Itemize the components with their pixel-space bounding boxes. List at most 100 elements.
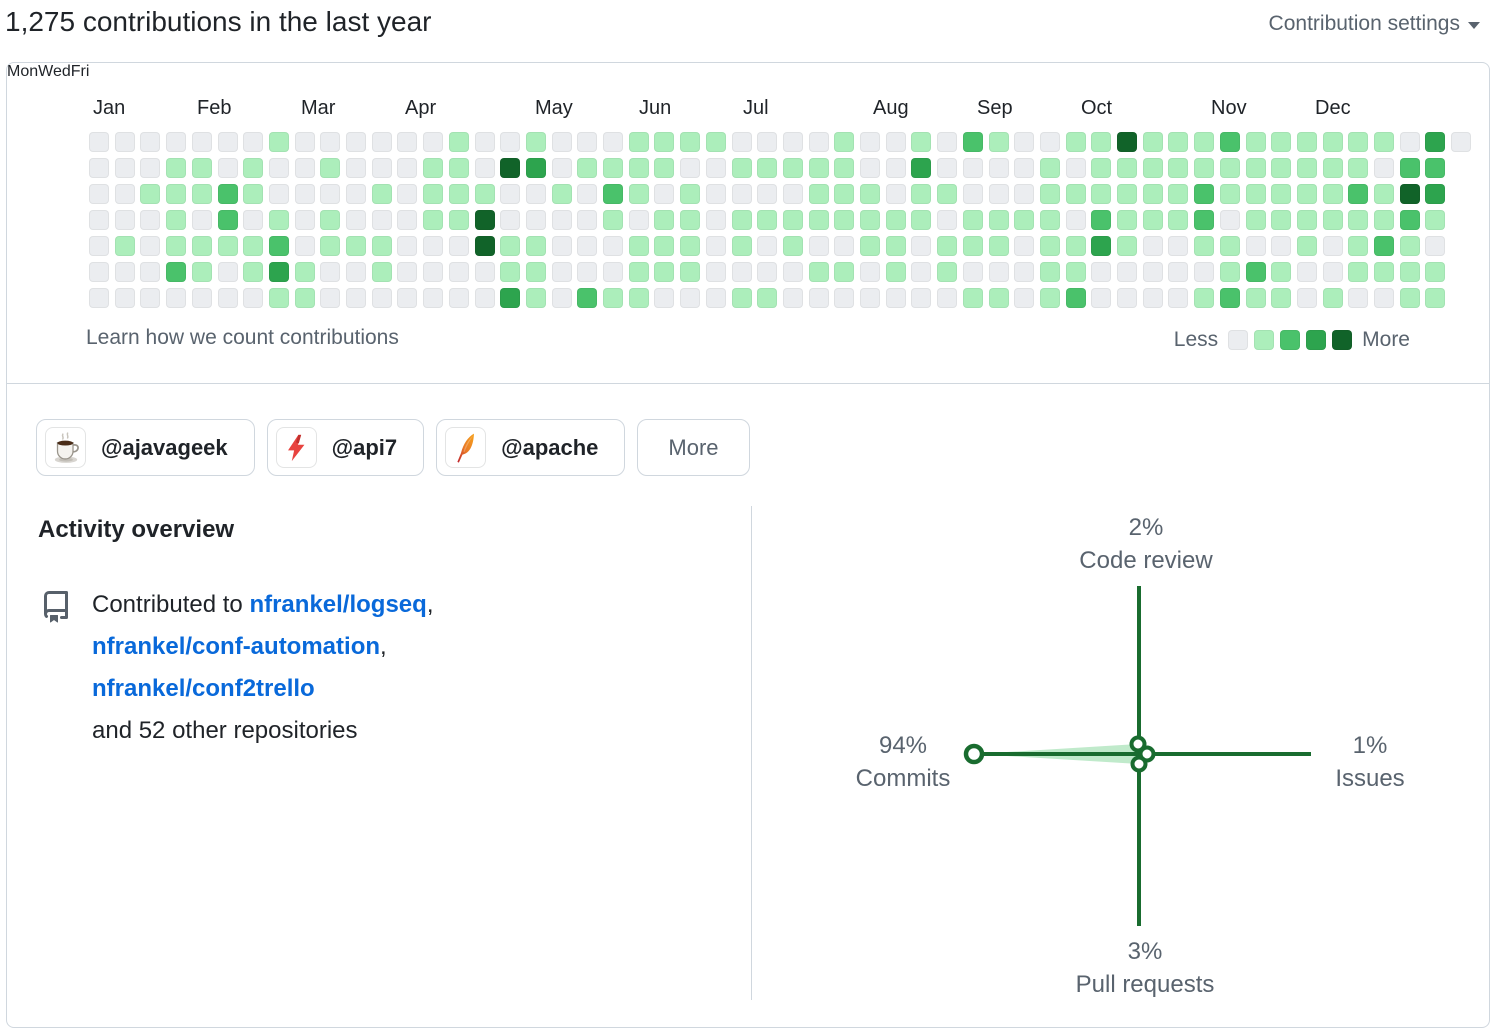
contribution-cell[interactable]	[191, 262, 212, 282]
contribution-cell[interactable]	[1065, 158, 1086, 178]
contribution-cell[interactable]	[577, 210, 598, 230]
contribution-cell[interactable]	[782, 262, 803, 282]
contribution-cell[interactable]	[371, 210, 392, 230]
contribution-cell[interactable]	[705, 132, 726, 152]
contribution-cell[interactable]	[1065, 132, 1086, 152]
contribution-cell[interactable]	[397, 132, 418, 152]
contribution-cell[interactable]	[988, 210, 1009, 230]
contribution-cell[interactable]	[191, 288, 212, 308]
contribution-cell[interactable]	[1194, 288, 1215, 308]
contribution-cell[interactable]	[114, 262, 135, 282]
contribution-cell[interactable]	[551, 158, 572, 178]
contribution-cell[interactable]	[988, 158, 1009, 178]
contribution-cell[interactable]	[757, 236, 778, 256]
contribution-cell[interactable]	[89, 158, 109, 178]
contribution-cell[interactable]	[885, 132, 906, 152]
contribution-cell[interactable]	[500, 288, 521, 308]
contribution-cell[interactable]	[1014, 288, 1035, 308]
contribution-cell[interactable]	[1374, 288, 1394, 308]
contribution-cell[interactable]	[988, 132, 1009, 152]
contribution-cell[interactable]	[1168, 184, 1189, 204]
learn-contributions-link[interactable]: Learn how we count contributions	[86, 326, 399, 349]
contribution-cell[interactable]	[1425, 262, 1446, 282]
contribution-cell[interactable]	[114, 184, 135, 204]
contribution-cell[interactable]	[551, 210, 572, 230]
contribution-cell[interactable]	[988, 262, 1009, 282]
contribution-cell[interactable]	[346, 210, 366, 230]
contribution-cell[interactable]	[1065, 184, 1086, 204]
contribution-cell[interactable]	[294, 184, 315, 204]
contribution-cell[interactable]	[757, 158, 778, 178]
contribution-cell[interactable]	[937, 262, 958, 282]
contribution-cell[interactable]	[577, 288, 598, 308]
contribution-cell[interactable]	[448, 132, 469, 152]
contribution-cell[interactable]	[1322, 210, 1343, 230]
contribution-cell[interactable]	[628, 184, 649, 204]
contribution-cell[interactable]	[1194, 132, 1215, 152]
contribution-cell[interactable]	[782, 132, 803, 152]
contribution-cell[interactable]	[551, 288, 572, 308]
contribution-cell[interactable]	[654, 132, 675, 152]
contribution-cell[interactable]	[628, 236, 649, 256]
contribution-cell[interactable]	[1271, 132, 1292, 152]
contribution-cell[interactable]	[320, 184, 341, 204]
contribution-cell[interactable]	[577, 132, 598, 152]
contribution-cell[interactable]	[140, 132, 161, 152]
contribution-cell[interactable]	[140, 184, 161, 204]
contribution-cell[interactable]	[89, 236, 109, 256]
contribution-cell[interactable]	[89, 132, 109, 152]
repo-link-logseq[interactable]: nfrankel/logseq	[249, 591, 427, 618]
contribution-cell[interactable]	[423, 210, 444, 230]
contribution-cell[interactable]	[654, 210, 675, 230]
contribution-cell[interactable]	[1425, 288, 1446, 308]
contribution-cell[interactable]	[1245, 236, 1266, 256]
contribution-cell[interactable]	[731, 288, 752, 308]
contribution-cell[interactable]	[1194, 262, 1215, 282]
contribution-cell[interactable]	[1374, 132, 1394, 152]
contribution-cell[interactable]	[1399, 236, 1420, 256]
contribution-cell[interactable]	[757, 210, 778, 230]
contribution-cell[interactable]	[140, 210, 161, 230]
contribution-cell[interactable]	[371, 288, 392, 308]
contribution-cell[interactable]	[782, 236, 803, 256]
contribution-cell[interactable]	[551, 132, 572, 152]
contribution-cell[interactable]	[885, 184, 906, 204]
contribution-cell[interactable]	[268, 184, 289, 204]
contribution-cell[interactable]	[603, 158, 623, 178]
contribution-cell[interactable]	[1296, 184, 1317, 204]
contribution-cell[interactable]	[243, 184, 264, 204]
contribution-cell[interactable]	[1245, 158, 1266, 178]
contribution-cell[interactable]	[1271, 262, 1292, 282]
contribution-cell[interactable]	[988, 288, 1009, 308]
contribution-cell[interactable]	[757, 184, 778, 204]
contribution-cell[interactable]	[371, 262, 392, 282]
contribution-cell[interactable]	[1168, 158, 1189, 178]
contribution-cell[interactable]	[860, 210, 880, 230]
contribution-cell[interactable]	[603, 184, 623, 204]
contribution-cell[interactable]	[1014, 132, 1035, 152]
contribution-cell[interactable]	[654, 236, 675, 256]
org-button-ajavageek[interactable]: @ajavageek	[36, 419, 255, 476]
contribution-cell[interactable]	[1219, 132, 1240, 152]
contribution-cell[interactable]	[1348, 184, 1369, 204]
contribution-cell[interactable]	[448, 262, 469, 282]
contribution-cell[interactable]	[911, 210, 932, 230]
contribution-cell[interactable]	[705, 236, 726, 256]
contribution-cell[interactable]	[1322, 288, 1343, 308]
contribution-cell[interactable]	[1117, 132, 1137, 152]
contribution-cell[interactable]	[140, 158, 161, 178]
contribution-cell[interactable]	[1168, 210, 1189, 230]
contribution-cell[interactable]	[474, 184, 495, 204]
contribution-cell[interactable]	[834, 132, 855, 152]
contribution-cell[interactable]	[1271, 184, 1292, 204]
contribution-cell[interactable]	[911, 184, 932, 204]
contribution-cell[interactable]	[217, 210, 238, 230]
contribution-cell[interactable]	[397, 184, 418, 204]
contribution-cell[interactable]	[114, 158, 135, 178]
repo-link-conf2trello[interactable]: nfrankel/conf2trello	[92, 675, 315, 702]
contribution-cell[interactable]	[140, 236, 161, 256]
contribution-cell[interactable]	[628, 288, 649, 308]
contribution-cell[interactable]	[1091, 288, 1112, 308]
contribution-cell[interactable]	[114, 132, 135, 152]
contribution-cell[interactable]	[525, 262, 546, 282]
